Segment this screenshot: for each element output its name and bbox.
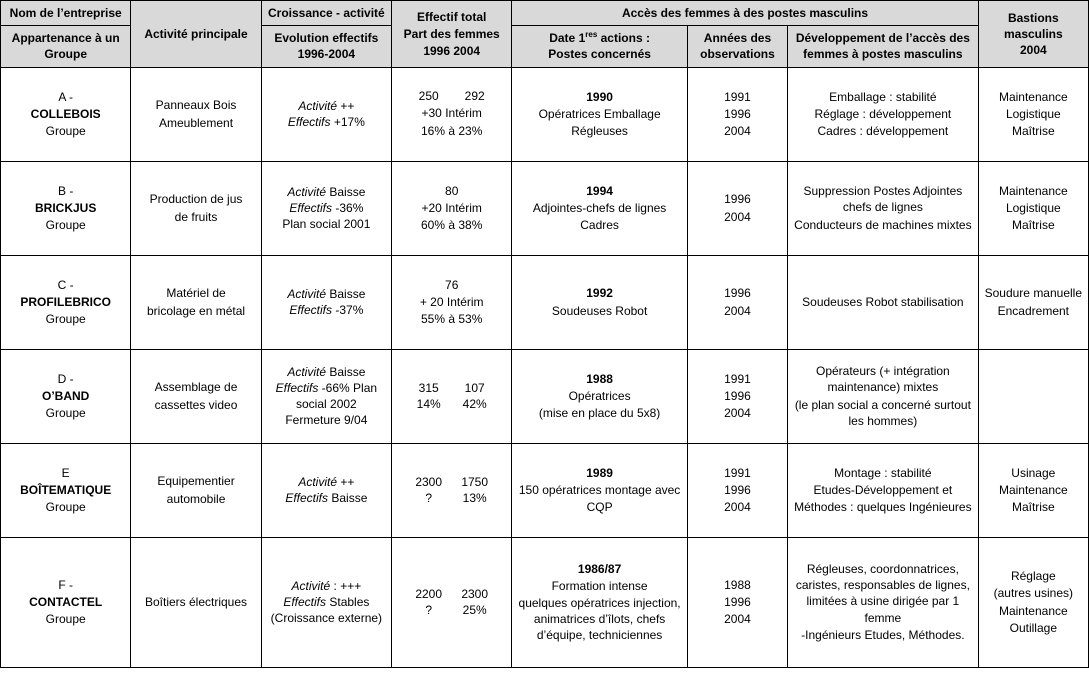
cell-effectif: 250292+30 Intérim16% à 23% [392,67,512,161]
cell-actions: 1990Opératrices EmballageRégleuses [512,67,687,161]
cell-growth: Activité ++Effectifs Baisse [261,443,391,537]
cell-effectif: 31510714%42% [392,349,512,443]
hdr-activity: Activité principale [131,1,261,68]
cell-actions: 1994Adjointes-chefs de lignesCadres [512,161,687,255]
cell-dev: Emballage : stabilitéRéglage : développe… [788,67,979,161]
cell-actions: 1988Opératrices(mise en place du 5x8) [512,349,687,443]
hdr-date-actions: Date 1res actions :Postes concernés [512,26,687,67]
cell-name: EBOÎTEMATIQUEGroupe [1,443,131,537]
cell-growth: Activité BaisseEffectifs -37% [261,255,391,349]
cell-growth: Activité : +++Effectifs Stables(Croissan… [261,537,391,667]
cell-bastion [978,349,1088,443]
hdr-group: Appartenance à un Groupe [1,26,131,67]
cell-actions: 1992Soudeuses Robot [512,255,687,349]
enterprise-table: Nom de l’entreprise Activité principale … [0,0,1089,668]
cell-dev: Régleuses, coordonnatrices, caristes, re… [788,537,979,667]
cell-actions: 1986/87Formation intensequelques opératr… [512,537,687,667]
hdr-bastion: Bastionsmasculins2004 [978,1,1088,68]
hdr-growth: Croissance - activité [261,1,391,26]
cell-name: D -O’BANDGroupe [1,349,131,443]
cell-growth: Activité BaisseEffectifs -66% Plan socia… [261,349,391,443]
cell-years: 199119962004 [687,443,787,537]
cell-bastion: Réglage(autres usines)MaintenanceOutilla… [978,537,1088,667]
cell-growth: Activité BaisseEffectifs -36%Plan social… [261,161,391,255]
cell-years: 19962004 [687,255,787,349]
cell-bastion: UsinageMaintenanceMaîtrise [978,443,1088,537]
cell-name: F -CONTACTELGroupe [1,537,131,667]
cell-years: 19962004 [687,161,787,255]
cell-dev: Suppression Postes Adjointes chefs de li… [788,161,979,255]
cell-years: 199119962004 [687,67,787,161]
cell-years: 198819962004 [687,537,787,667]
cell-growth: Activité ++Effectifs +17% [261,67,391,161]
cell-activity: Panneaux BoisAmeublement [131,67,261,161]
cell-name: C -PROFILEBRICOGroupe [1,255,131,349]
cell-bastion: MaintenanceLogistiqueMaîtrise [978,67,1088,161]
cell-activity: Assemblage decassettes video [131,349,261,443]
cell-effectif: 22002300?25% [392,537,512,667]
cell-effectif: 80+20 Intérim60% à 38% [392,161,512,255]
cell-dev: Montage : stabilitéEtudes-Développement … [788,443,979,537]
hdr-dev: Développement de l’accès des femmes à po… [788,26,979,67]
cell-dev: Soudeuses Robot stabilisation [788,255,979,349]
cell-dev: Opérateurs (+ intégration maintenance) m… [788,349,979,443]
cell-activity: Boîtiers électriques [131,537,261,667]
hdr-access: Accès des femmes à des postes masculins [512,1,978,26]
cell-years: 199119962004 [687,349,787,443]
cell-bastion: Soudure manuelleEncadrement [978,255,1088,349]
cell-activity: Matériel debricolage en métal [131,255,261,349]
cell-activity: Production de jusde fruits [131,161,261,255]
cell-bastion: MaintenanceLogistiqueMaîtrise [978,161,1088,255]
cell-actions: 1989150 opératrices montage avec CQP [512,443,687,537]
cell-effectif: 23001750?13% [392,443,512,537]
hdr-evolution: Evolution effectifs 1996-2004 [261,26,391,67]
cell-effectif: 76+ 20 Intérim55% à 53% [392,255,512,349]
hdr-years: Années des observations [687,26,787,67]
cell-name: A -COLLEBOISGroupe [1,67,131,161]
cell-name: B -BRICKJUSGroupe [1,161,131,255]
hdr-effectif: Effectif totalPart des femmes1996 2004 [392,1,512,68]
cell-activity: Equipementierautomobile [131,443,261,537]
hdr-name: Nom de l’entreprise [1,1,131,26]
